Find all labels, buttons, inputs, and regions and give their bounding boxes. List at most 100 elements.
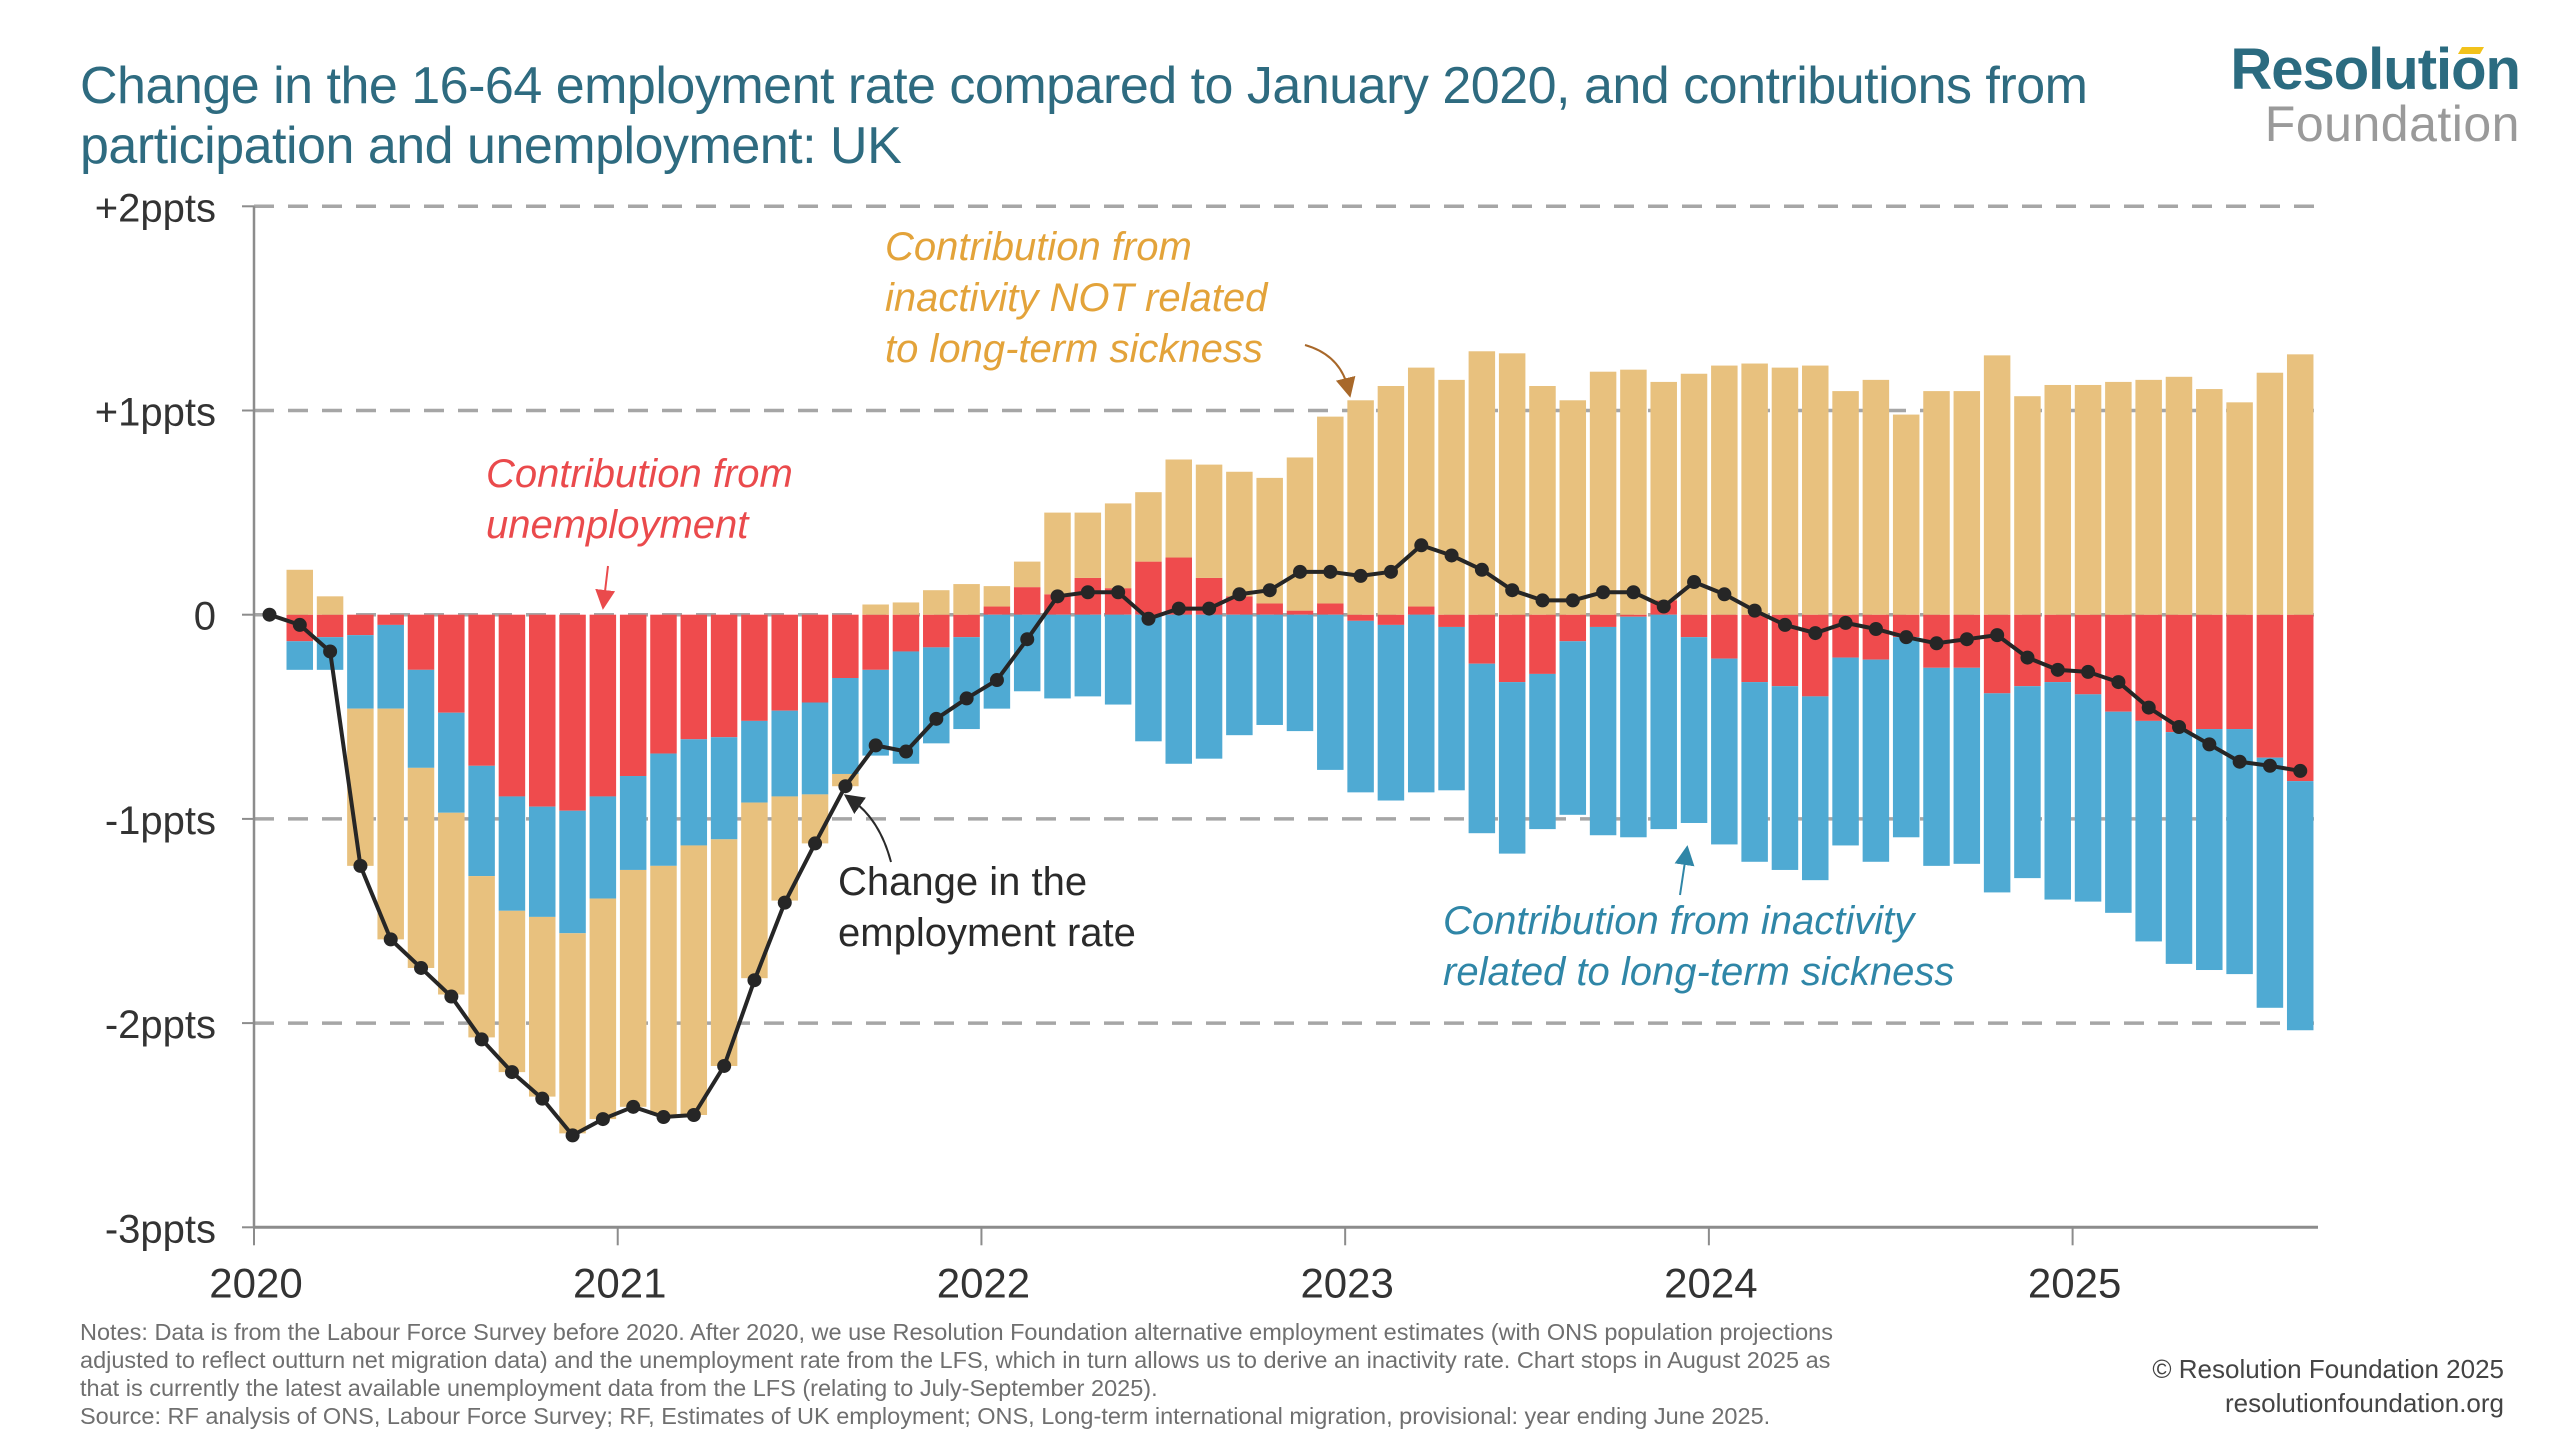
notes-line: that is currently the latest available u… (80, 1375, 1158, 1401)
bar-other-inactivity (2074, 384, 2102, 615)
bar-unemployment (710, 614, 738, 738)
bar-sickness-inactivity (2014, 686, 2041, 879)
employment-rate-point (1747, 603, 1762, 618)
copyright-text: © Resolution Foundation 2025 (2152, 1354, 2504, 1384)
bar-sickness-inactivity (377, 624, 404, 709)
employment-rate-point (474, 1032, 489, 1047)
bar-sickness-inactivity (2226, 729, 2253, 975)
bar-other-inactivity (1559, 400, 1587, 615)
bar-sickness-inactivity (801, 702, 829, 795)
employment-rate-point (383, 932, 398, 947)
bar-sickness-inactivity (1377, 624, 1405, 801)
bar-other-inactivity (1711, 365, 1738, 615)
bar-other-inactivity (680, 845, 708, 1115)
bar-unemployment (832, 614, 859, 679)
resolution-foundation-logo: Resolution Foundation (2230, 40, 2521, 152)
bar-other-inactivity (923, 590, 950, 615)
employment-rate-point (504, 1065, 519, 1080)
annotation-line: Contribution from inactivity (1443, 899, 1915, 943)
bar-unemployment (892, 614, 920, 652)
bar-sickness-inactivity (983, 614, 1011, 709)
arrow-employment-rate-icon (843, 794, 892, 863)
bar-other-inactivity (1892, 414, 1920, 615)
bar-other-inactivity (1923, 391, 1950, 615)
bar-sickness-inactivity (2074, 694, 2102, 902)
y-tick-label: -2ppts (105, 1003, 216, 1047)
employment-rate-point (808, 836, 823, 851)
x-tick-label: 2023 (1300, 1259, 1393, 1306)
x-tick-label: 2025 (2028, 1259, 2121, 1306)
employment-rate-point (717, 1058, 732, 1073)
employment-rate-point (1171, 601, 1186, 616)
bar-other-inactivity (2014, 396, 2041, 615)
employment-rate-point (1990, 628, 2005, 643)
bar-sickness-inactivity (1620, 616, 1647, 838)
bar-unemployment (407, 614, 435, 670)
bar-sickness-inactivity (438, 712, 465, 813)
arrow-other-inactivity-icon (1304, 344, 1356, 398)
bar-unemployment (2256, 614, 2284, 758)
bar-sickness-inactivity (1529, 673, 1556, 830)
employment-rate-point (1868, 621, 1883, 636)
annotation-line: to long-term sickness (885, 327, 1263, 371)
employment-rate-point (444, 989, 459, 1004)
bar-other-inactivity (468, 876, 495, 1038)
bar-sickness-inactivity (1135, 614, 1162, 742)
bar-unemployment (801, 614, 829, 703)
bar-unemployment (1711, 614, 1738, 659)
employment-rate-point (2020, 650, 2035, 665)
bar-other-inactivity (1620, 369, 1647, 615)
bar-sickness-inactivity (2165, 732, 2193, 964)
bar-sickness-inactivity (1832, 657, 1859, 846)
bar-other-inactivity (741, 802, 768, 979)
bar-unemployment (2196, 614, 2223, 730)
employment-rate-point (1353, 568, 1368, 583)
bar-other-inactivity (1165, 459, 1192, 558)
employment-rate-point (2293, 763, 2308, 778)
bar-other-inactivity (2196, 389, 2223, 615)
employment-rate-point (1899, 630, 1914, 645)
annotation-other-inactivity: Contribution from inactivity NOT related… (885, 222, 1267, 375)
bar-unemployment (1347, 614, 1374, 621)
employment-rate-line-group (262, 538, 2308, 1143)
bar-other-inactivity (1741, 363, 1768, 615)
employment-rate-point (899, 744, 914, 759)
employment-rate-point (535, 1091, 550, 1106)
bar-sickness-inactivity (1074, 614, 1102, 697)
employment-rate-point (929, 711, 944, 726)
bar-unemployment (559, 614, 586, 811)
bar-unemployment (498, 614, 526, 797)
bar-sickness-inactivity (650, 753, 677, 866)
x-tick-label: 2022 (937, 1259, 1030, 1306)
bar-other-inactivity (1983, 355, 2011, 615)
annotation-line: unemployment (486, 503, 749, 547)
bar-sickness-inactivity (1347, 620, 1374, 793)
employment-rate-point (1929, 636, 1944, 651)
bar-other-inactivity (1226, 471, 1253, 597)
bar-sickness-inactivity (771, 710, 798, 797)
bar-unemployment (1468, 614, 1496, 664)
employment-rate-point (868, 738, 883, 753)
logo-wordmark-bottom: Foundation (2264, 96, 2520, 152)
bar-other-inactivity (1407, 367, 1435, 607)
employment-rate-point (353, 858, 368, 873)
bar-other-inactivity (2105, 381, 2132, 615)
bar-other-inactivity (1195, 464, 1223, 578)
x-tick-label: 2024 (1664, 1259, 1757, 1306)
employment-rate-point (1474, 562, 1489, 577)
bar-other-inactivity (2226, 402, 2253, 615)
bar-sickness-inactivity (1286, 614, 1314, 732)
employment-rate-point (1080, 585, 1095, 600)
bar-unemployment (1226, 596, 1253, 615)
bar-sickness-inactivity (1104, 614, 1132, 705)
bar-sickness-inactivity (2256, 757, 2284, 1008)
bar-sickness-inactivity (2044, 682, 2071, 900)
employment-rate-point (1020, 632, 1035, 647)
x-tick-label: 2020 (209, 1259, 302, 1306)
employment-rate-point (1565, 593, 1580, 608)
employment-rate-point (1111, 585, 1126, 600)
bar-sickness-inactivity (1468, 663, 1496, 834)
employment-rate-point (2050, 662, 2065, 677)
bar-other-inactivity (650, 865, 677, 1115)
bar-unemployment (2165, 614, 2193, 733)
